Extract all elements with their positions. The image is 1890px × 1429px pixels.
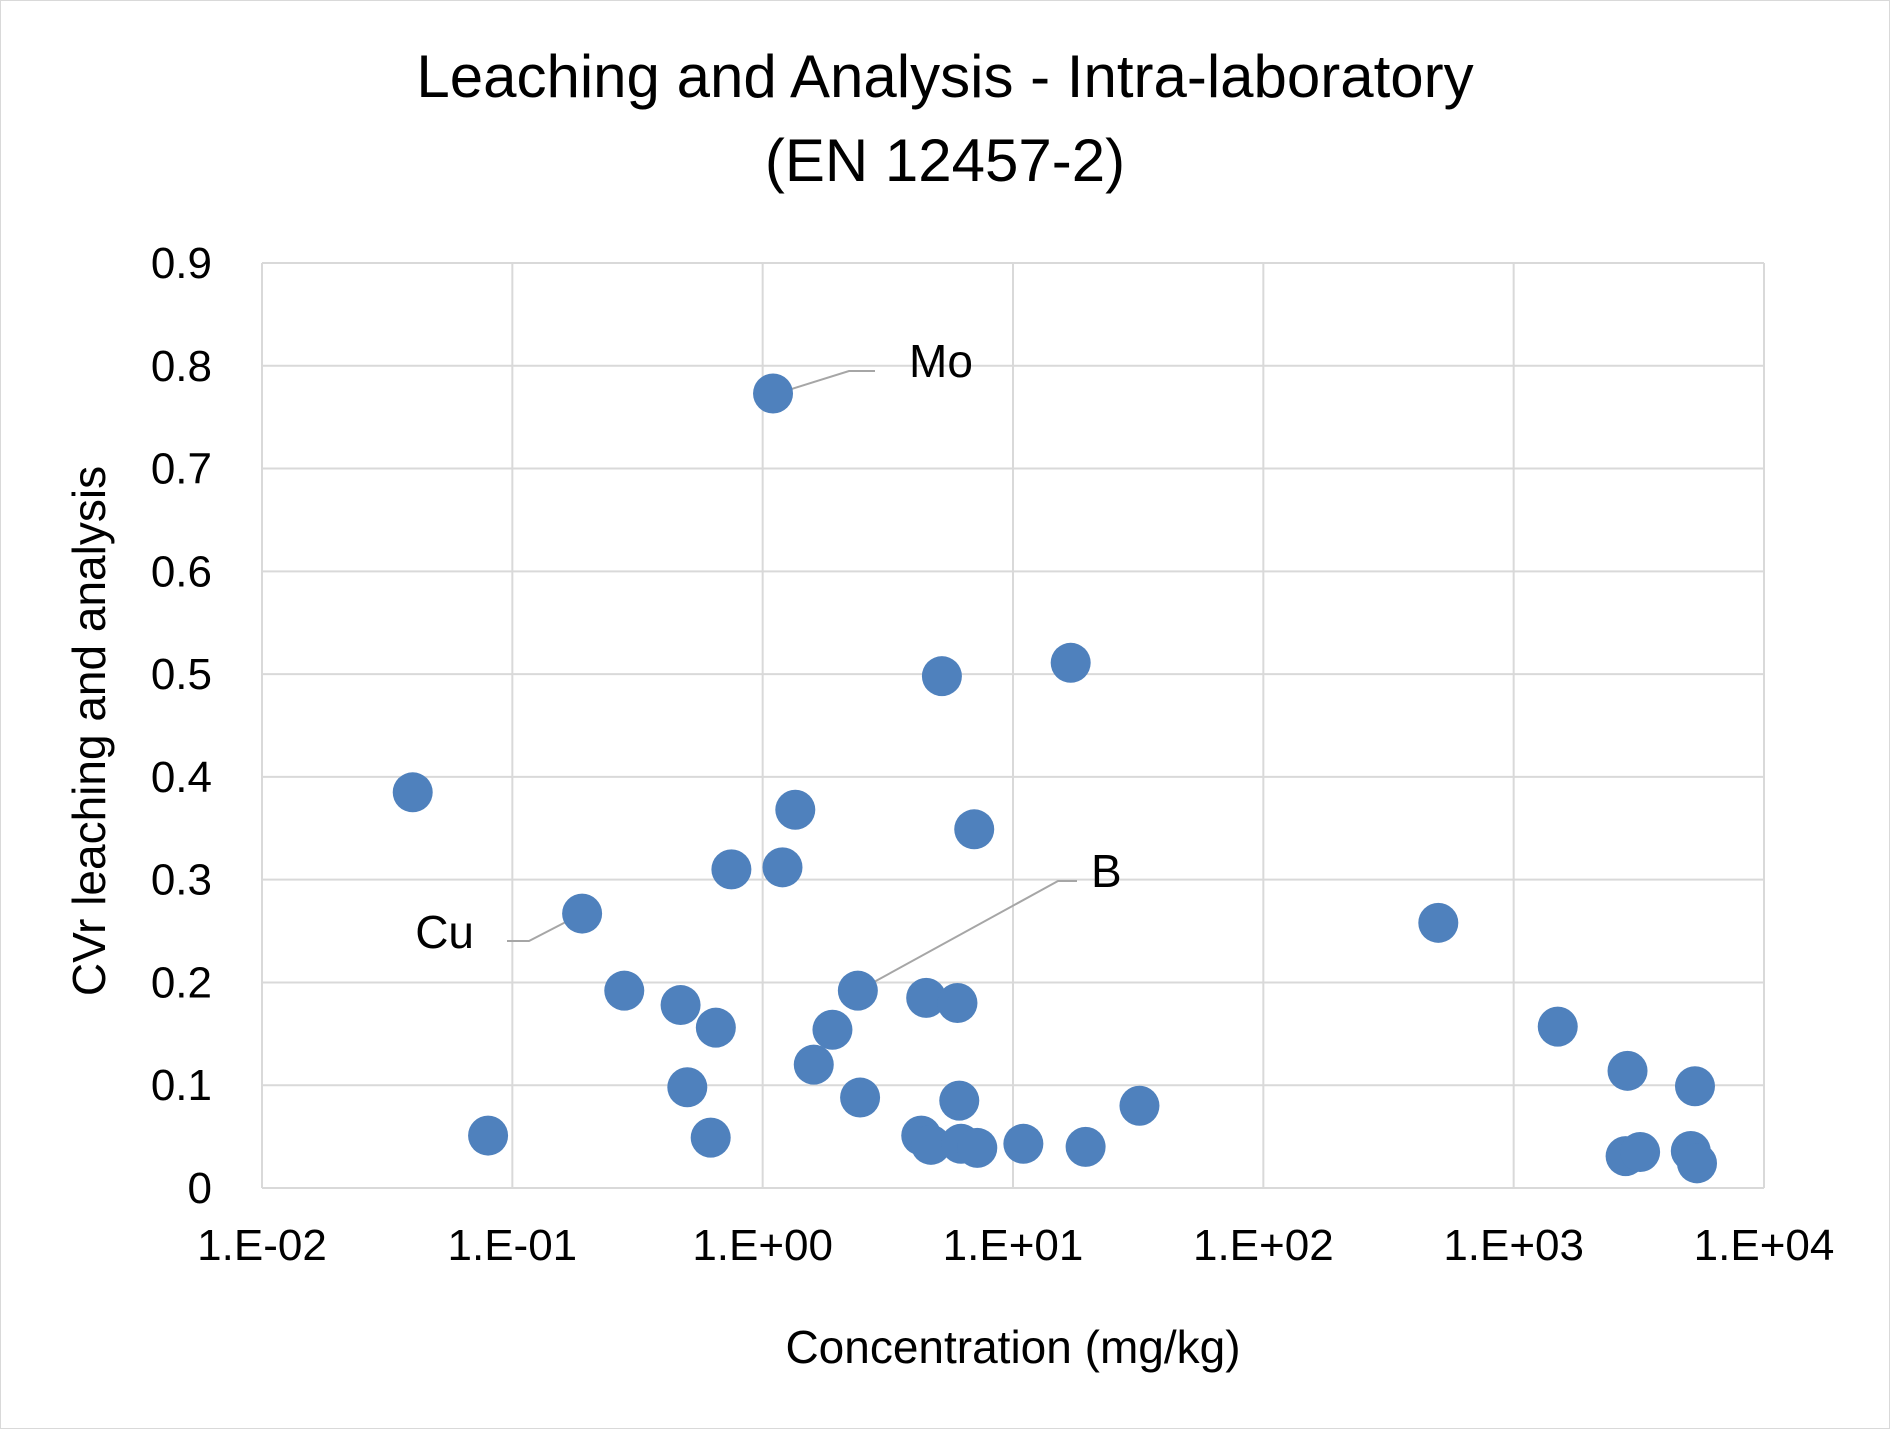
data-point bbox=[906, 977, 947, 1018]
data-point bbox=[1119, 1085, 1160, 1126]
y-tick-label: 0.4 bbox=[151, 753, 212, 802]
data-point bbox=[1674, 1066, 1715, 1107]
y-tick-label: 0.6 bbox=[151, 547, 212, 596]
data-point bbox=[1050, 642, 1091, 683]
x-tick-label: 1.E+02 bbox=[1193, 1221, 1334, 1270]
data-point bbox=[793, 1044, 834, 1085]
x-tick-label: 1.E+03 bbox=[1443, 1221, 1584, 1270]
data-point bbox=[667, 1067, 708, 1108]
data-point bbox=[812, 1009, 853, 1050]
data-point bbox=[660, 985, 701, 1026]
data-point bbox=[954, 809, 995, 850]
data-point bbox=[1607, 1050, 1648, 1091]
y-tick-label: 0.7 bbox=[151, 445, 212, 494]
x-tick-label: 1.E+04 bbox=[1694, 1221, 1835, 1270]
data-point bbox=[840, 1077, 881, 1118]
data-point bbox=[1537, 1006, 1578, 1047]
data-point bbox=[910, 1124, 951, 1165]
data-point bbox=[939, 1080, 980, 1121]
x-axis-title: Concentration (mg/kg) bbox=[785, 1321, 1240, 1373]
annotation-label: Mo bbox=[909, 335, 973, 387]
chart-title-line-1: Leaching and Analysis - Intra-laboratory bbox=[416, 43, 1473, 110]
x-tick-label: 1.E+00 bbox=[692, 1221, 833, 1270]
data-point bbox=[957, 1127, 998, 1168]
data-point bbox=[604, 970, 645, 1011]
x-tick-label: 1.E-01 bbox=[448, 1221, 578, 1270]
annotation-leader-line bbox=[861, 880, 1077, 990]
data-point bbox=[762, 847, 803, 888]
data-points bbox=[392, 373, 1718, 1184]
data-point bbox=[468, 1115, 509, 1156]
data-point bbox=[753, 373, 794, 414]
annotation-label: Cu bbox=[415, 906, 474, 958]
data-point bbox=[837, 970, 878, 1011]
data-point bbox=[1065, 1126, 1106, 1167]
annotation-leaders bbox=[507, 370, 1077, 990]
y-tick-label: 0.2 bbox=[151, 958, 212, 1007]
data-point bbox=[695, 1007, 736, 1048]
x-tick-label: 1.E-02 bbox=[197, 1221, 327, 1270]
annotation-labels: Mo Cu B bbox=[415, 335, 1122, 958]
y-tick-label: 0.3 bbox=[151, 856, 212, 905]
gridlines bbox=[261, 262, 1765, 1189]
data-point bbox=[690, 1117, 731, 1158]
data-point bbox=[711, 849, 752, 890]
data-point bbox=[1620, 1132, 1661, 1173]
annotation-leader-line bbox=[776, 370, 875, 395]
data-point bbox=[775, 789, 816, 830]
tick-labels: 0 0.1 0.2 0.3 0.4 0.5 0.6 0.7 0.8 0.9 1.E-02 1.E-01… bbox=[151, 239, 1835, 1270]
data-point bbox=[921, 656, 962, 697]
data-point bbox=[1003, 1123, 1044, 1164]
y-tick-label: 0.1 bbox=[151, 1061, 212, 1110]
data-point bbox=[562, 893, 603, 934]
y-axis-title: CVr leaching and analysis bbox=[63, 466, 115, 996]
y-tick-label: 0.8 bbox=[151, 342, 212, 391]
y-tick-label: 0 bbox=[188, 1164, 212, 1213]
data-point bbox=[1418, 902, 1459, 943]
data-point bbox=[937, 983, 978, 1023]
annotation-leader-line bbox=[507, 914, 579, 942]
data-point bbox=[1677, 1143, 1718, 1184]
annotation-label: B bbox=[1091, 845, 1122, 897]
y-tick-label: 0.5 bbox=[151, 650, 212, 699]
x-tick-label: 1.E+01 bbox=[943, 1221, 1084, 1270]
data-point bbox=[392, 772, 433, 813]
y-tick-label: 0.9 bbox=[151, 239, 212, 288]
chart-title-line-2: (EN 12457-2) bbox=[765, 127, 1125, 194]
